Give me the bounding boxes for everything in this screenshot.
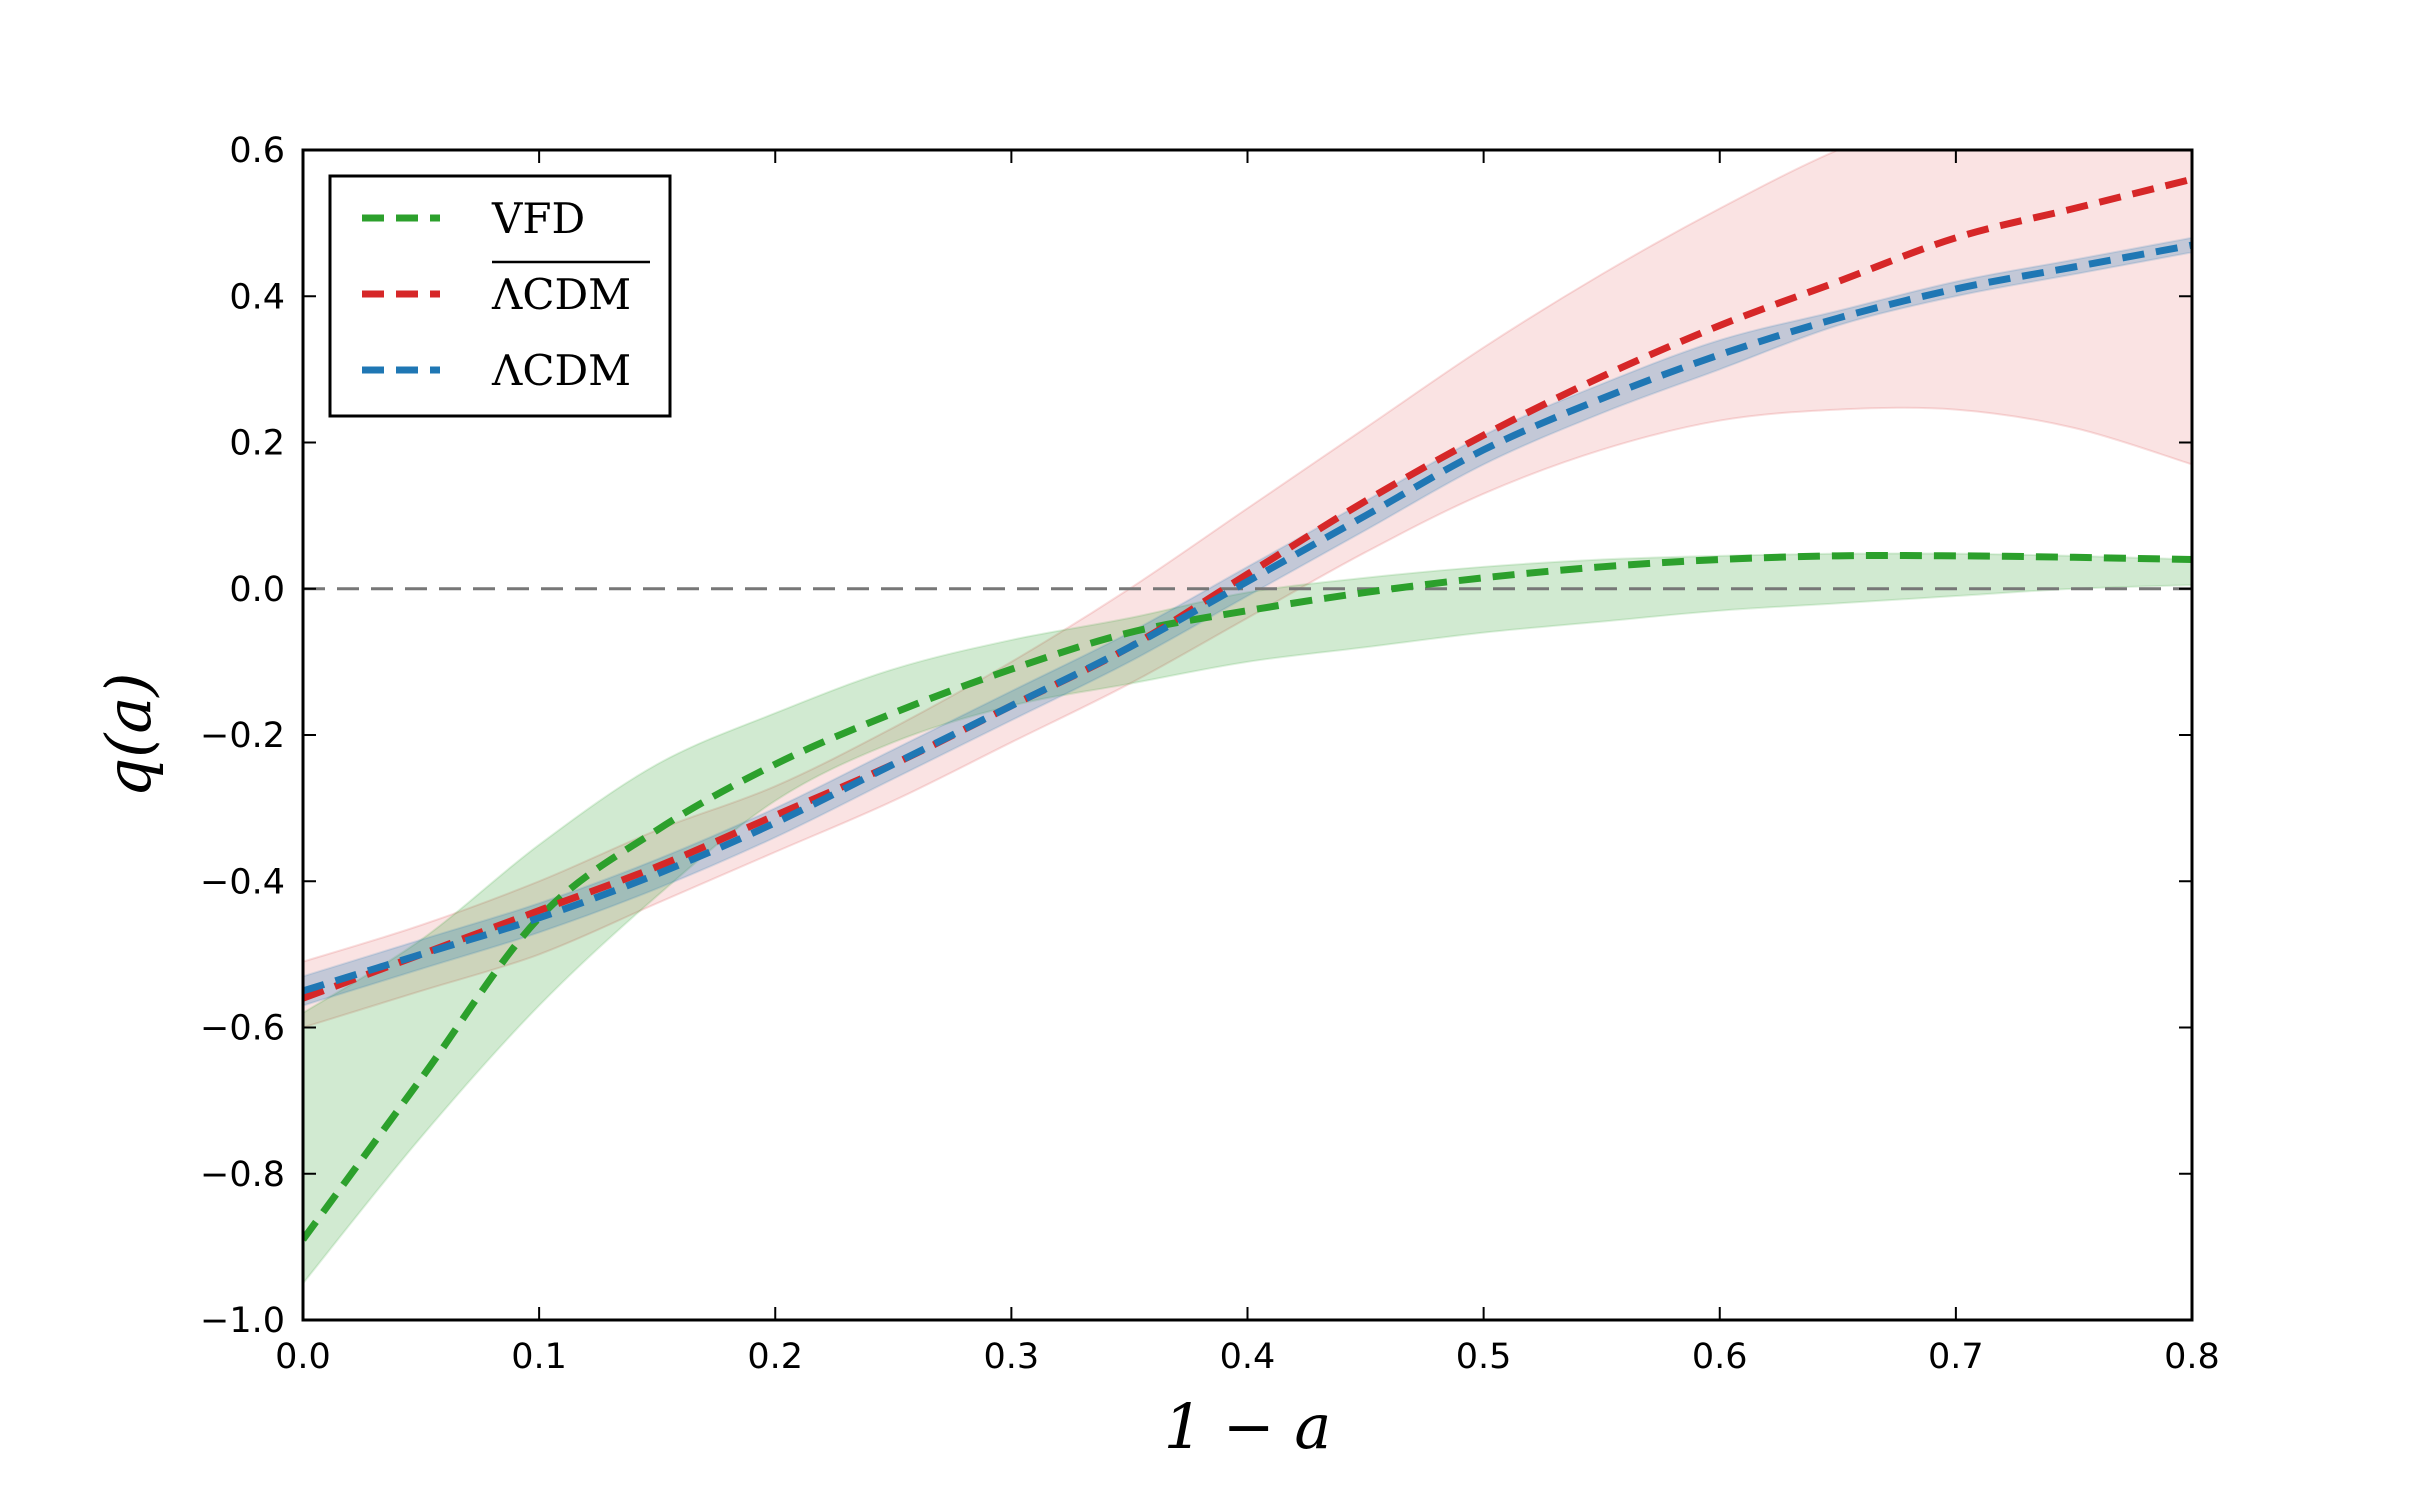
x-tick-label: 0.6 [1692,1337,1748,1377]
band-series-0 [303,552,2192,1286]
band-series-1 [303,150,2192,1029]
y-tick-label: 0.0 [229,570,285,610]
series-line-1 [303,175,2192,1002]
y-tick-label: −0.8 [200,1155,285,1195]
x-tick-label: 0.7 [1928,1337,1984,1377]
legend-label-0: VFD [491,194,585,243]
y-axis-label: q(a) [92,672,165,797]
x-tick-label: 0.2 [747,1337,803,1377]
y-tick-label: 0.6 [229,131,285,171]
y-tick-label: −0.6 [200,1009,285,1049]
band-series-2 [303,236,2192,1007]
x-axis-label: 1 − a [1164,1390,1332,1463]
y-tick-label: −1.0 [200,1301,285,1341]
legend-box [328,174,672,418]
x-tick-label: 0.3 [984,1337,1040,1377]
x-tick-label: 0.0 [275,1337,331,1377]
series-line-2 [303,241,2192,995]
y-tick-label: −0.2 [200,716,285,756]
y-tick-label: 0.4 [229,277,285,317]
confidence-bands [303,150,2192,1286]
y-tick-label: −0.4 [200,862,285,902]
x-tick-label: 0.1 [511,1337,567,1377]
legend: VFD ΛCDM ΛCDM [328,174,672,418]
x-tick-label: 0.8 [2164,1337,2220,1377]
x-tick-label: 0.4 [1220,1337,1276,1377]
legend-label-1: ΛCDM [491,270,631,319]
series-line-0 [303,552,2192,1242]
y-tick-label: 0.2 [229,424,285,464]
series-lines [303,175,2192,1242]
axes: 0.0 0.1 0.2 0.3 0.4 0.5 0.6 0.7 0.8 −1.0 −0.8 −0.6 −… [92,131,2220,1463]
legend-label-2: ΛCDM [491,346,631,395]
x-tick-label: 0.5 [1456,1337,1512,1377]
